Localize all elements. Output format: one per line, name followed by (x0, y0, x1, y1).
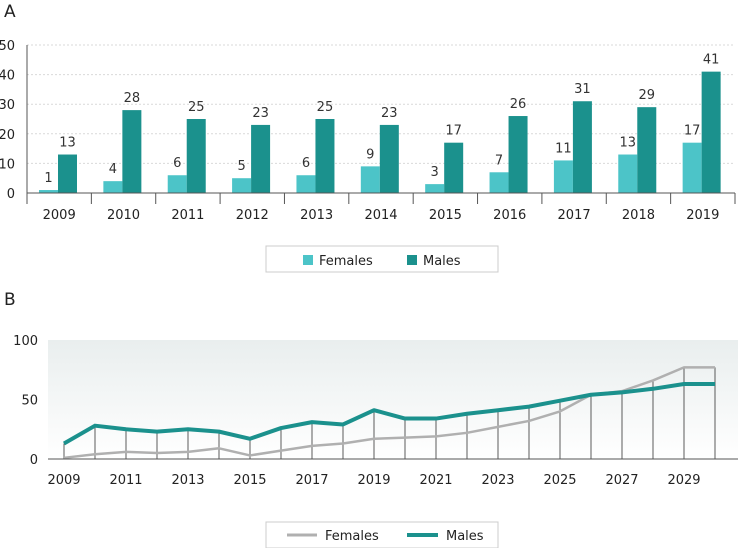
data-label-males-2016: 26 (510, 97, 527, 112)
panel-b-label: B (4, 290, 16, 310)
bar-chart-legend: Females Males (265, 245, 499, 273)
bar-males-2017 (572, 101, 592, 193)
x-tick-label: 2016 (493, 208, 526, 223)
bar-females-2015 (425, 184, 445, 193)
x-tick-label: 2013 (300, 208, 333, 223)
line-chart-legend: Females Males (265, 521, 499, 548)
bar-males-2013 (315, 119, 335, 193)
bar-females-2011 (167, 175, 187, 193)
bar-males-2009 (58, 154, 77, 193)
x-tick-label: 2021 (419, 473, 452, 488)
line-males (63, 382, 715, 446)
bar-females-2013 (296, 175, 316, 193)
x-tick-label: 2017 (558, 208, 591, 223)
x-tick-label: 2019 (357, 473, 390, 488)
bar-males-2011 (186, 119, 206, 193)
bar-females-2019 (682, 142, 702, 193)
data-label-females-2015: 3 (431, 165, 439, 180)
data-label-males-2015: 17 (445, 124, 462, 139)
bar-males-2014 (379, 124, 399, 193)
data-label-females-2009: 1 (44, 171, 52, 186)
data-label-males-2012: 23 (252, 106, 269, 121)
x-tick-label: 2025 (543, 473, 576, 488)
line-chart: 0 50 100 2009 2011 2013 2015 2017 2019 2021 2023 2… (13, 334, 738, 548)
legend-label-females: Females (325, 529, 379, 544)
x-tick-label: 2017 (295, 473, 328, 488)
data-label-females-2016: 7 (495, 153, 503, 168)
bar-females-2017 (553, 160, 573, 193)
x-tick-label: 2023 (481, 473, 514, 488)
y-tick-label: 20 (0, 128, 15, 143)
data-label-females-2010: 4 (109, 162, 117, 177)
plot-background (48, 340, 738, 459)
data-label-males-2010: 28 (124, 91, 141, 106)
data-label-females-2013: 6 (302, 156, 310, 171)
data-label-males-2019: 41 (703, 53, 720, 68)
y-tick-label: 30 (0, 98, 15, 113)
bar-males-2012 (251, 124, 271, 193)
legend-swatch-males (407, 255, 417, 265)
x-tick-label: 2011 (109, 473, 142, 488)
x-tick-label: 2009 (47, 473, 80, 488)
x-tick-label: 2009 (43, 208, 76, 223)
bar-females-2018 (618, 154, 638, 193)
bar-males-2015 (444, 142, 464, 193)
x-tick-label: 2015 (429, 208, 462, 223)
data-label-females-2011: 6 (173, 156, 181, 171)
y-tick-label: 100 (13, 334, 38, 349)
x-tick-label: 2014 (364, 208, 397, 223)
bar-females-2010 (103, 181, 123, 193)
x-tick-label: 2019 (686, 208, 719, 223)
data-label-females-2017: 11 (555, 141, 572, 156)
legend-label-males: Males (423, 254, 461, 269)
x-tick-label: 2010 (107, 208, 140, 223)
data-label-females-2018: 13 (619, 136, 636, 151)
data-label-males-2018: 29 (638, 88, 655, 103)
x-tick-label: 2013 (171, 473, 204, 488)
legend-swatch-females (303, 255, 313, 265)
y-tick-label: 40 (0, 69, 15, 84)
bar-chart: 0 10 20 30 40 50 1 13 4 28 6 25 5 23 6 25 9 23 3 17 7 26 11 31… (0, 39, 736, 273)
legend-label-males: Males (446, 529, 484, 544)
y-tick-label: 50 (21, 394, 38, 409)
y-tick-label: 50 (0, 39, 15, 54)
data-label-males-2009: 13 (59, 136, 76, 151)
y-tick-label: 0 (30, 453, 38, 468)
y-tick-label: 0 (7, 187, 15, 202)
x-tick-label: 2012 (236, 208, 269, 223)
legend-box (265, 245, 499, 273)
bar-females-2009 (39, 190, 58, 193)
bar-males-2010 (122, 110, 142, 193)
y-tick-label: 10 (0, 157, 15, 172)
x-tick-label: 2011 (171, 208, 204, 223)
bar-females-2016 (489, 172, 509, 193)
data-label-males-2011: 25 (188, 100, 205, 115)
bar-males-2019 (701, 71, 721, 193)
data-label-males-2013: 25 (317, 100, 334, 115)
x-tick-label: 2015 (233, 473, 266, 488)
panel-a-label: A (4, 2, 16, 22)
x-tick-label: 2029 (667, 473, 700, 488)
data-label-females-2014: 9 (366, 147, 374, 162)
data-label-males-2017: 31 (574, 82, 591, 97)
x-tick-label: 2018 (622, 208, 655, 223)
data-label-females-2019: 17 (684, 124, 701, 139)
bar-females-2014 (360, 166, 380, 193)
data-label-males-2014: 23 (381, 106, 398, 121)
x-tick-label: 2027 (605, 473, 638, 488)
legend-label-females: Females (319, 254, 373, 269)
bar-males-2018 (637, 107, 657, 193)
bar-females-2012 (232, 178, 252, 193)
data-label-females-2012: 5 (237, 159, 245, 174)
bar-males-2016 (508, 116, 528, 193)
